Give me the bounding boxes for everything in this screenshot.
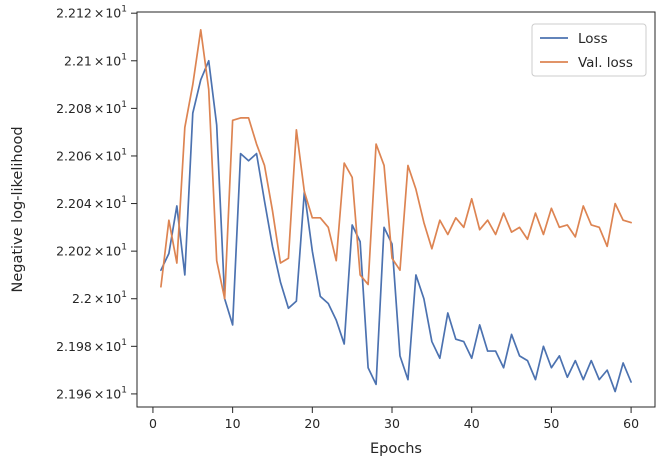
y-tick-label: 2.198 ×101 — [56, 338, 127, 354]
y-tick-multiplier: × — [94, 386, 104, 401]
y-tick-mantissa: 2.2 — [72, 291, 92, 306]
y-tick-mantissa: 2.202 — [56, 244, 92, 259]
x-axis-title: Epochs — [370, 441, 422, 457]
legend-label: Loss — [578, 31, 608, 47]
y-tick-base: 10 — [105, 6, 121, 21]
y-tick-label: 2.21 ×101 — [64, 52, 127, 68]
y-tick-label: 2.206 ×101 — [56, 147, 127, 163]
y-tick-exponent: 1 — [121, 290, 127, 300]
plot-frame — [136, 11, 656, 408]
y-tick-label: 2.208 ×101 — [56, 100, 127, 116]
legend-label: Val. loss — [578, 55, 633, 71]
y-tick-base: 10 — [105, 339, 121, 354]
y-tick-base: 10 — [105, 53, 121, 68]
x-tick-label: 20 — [304, 416, 320, 431]
y-tick-mantissa: 2.212 — [56, 6, 92, 21]
y-tick-label: 2.2 ×101 — [72, 290, 127, 306]
y-tick-mantissa: 2.208 — [56, 101, 92, 116]
x-tick-label: 0 — [149, 416, 157, 431]
y-tick-multiplier: × — [94, 53, 104, 68]
y-tick-exponent: 1 — [121, 385, 127, 395]
y-tick-label: 2.204 ×101 — [56, 195, 127, 211]
y-tick-multiplier: × — [94, 339, 104, 354]
x-tick-label: 60 — [623, 416, 639, 431]
legend: Loss Val. loss — [531, 23, 647, 77]
y-tick-exponent: 1 — [121, 147, 127, 157]
y-tick-mantissa: 2.204 — [56, 196, 92, 211]
y-tick-exponent: 1 — [121, 52, 127, 62]
y-tick-label: 2.212 ×101 — [56, 5, 127, 21]
y-tick-multiplier: × — [94, 6, 104, 21]
y-tick-mantissa: 2.206 — [56, 148, 92, 163]
x-axis: 0 10 20 30 40 50 60 — [149, 407, 639, 431]
y-tick-multiplier: × — [94, 196, 104, 211]
y-tick-exponent: 1 — [121, 5, 127, 15]
y-tick-multiplier: × — [94, 244, 104, 259]
y-tick-exponent: 1 — [121, 100, 127, 110]
plot-area — [137, 12, 655, 407]
y-tick-base: 10 — [105, 386, 121, 401]
x-tick-label: 30 — [384, 416, 400, 431]
y-tick-mantissa: 2.198 — [56, 339, 92, 354]
y-tick-multiplier: × — [94, 101, 104, 116]
y-tick-label: 2.196 ×101 — [56, 385, 127, 401]
x-tick-label: 10 — [225, 416, 241, 431]
y-tick-label: 2.202 ×101 — [56, 243, 127, 259]
x-tick-label: 40 — [464, 416, 480, 431]
series-line-1 — [160, 29, 632, 300]
y-axis-title: Negative log-likelihood — [10, 126, 26, 292]
y-tick-exponent: 1 — [121, 243, 127, 253]
y-tick-multiplier: × — [94, 291, 104, 306]
legend-frame — [531, 23, 647, 77]
series-line-0 — [160, 59, 632, 393]
y-tick-base: 10 — [105, 101, 121, 116]
series-lines — [160, 29, 632, 393]
y-tick-base: 10 — [105, 244, 121, 259]
y-tick-base: 10 — [105, 196, 121, 211]
y-tick-exponent: 1 — [121, 195, 127, 205]
y-tick-mantissa: 2.196 — [56, 386, 92, 401]
y-tick-exponent: 1 — [121, 338, 127, 348]
y-tick-mantissa: 2.21 — [64, 53, 92, 68]
y-tick-base: 10 — [105, 291, 121, 306]
x-tick-label: 50 — [543, 416, 559, 431]
y-tick-base: 10 — [105, 148, 121, 163]
y-tick-multiplier: × — [94, 148, 104, 163]
